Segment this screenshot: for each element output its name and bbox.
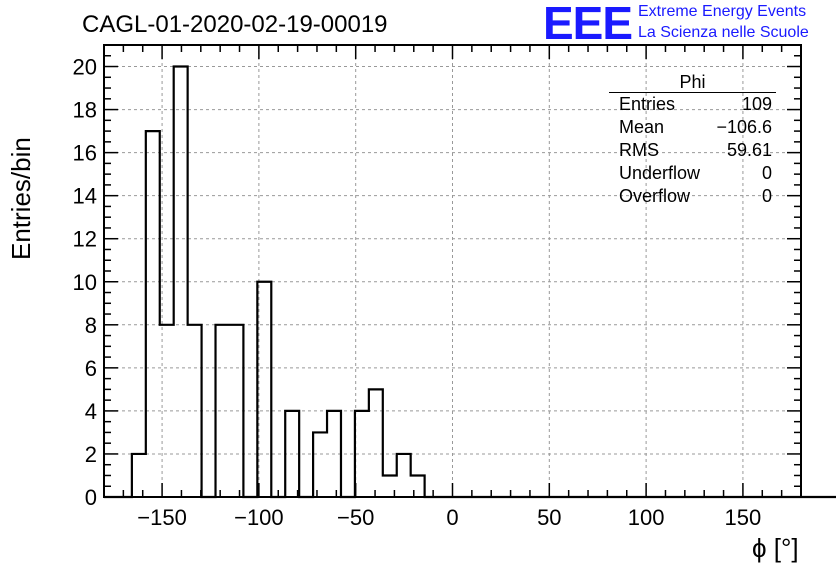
stats-value: 0 — [761, 163, 772, 183]
logo-line-1: Extreme Energy Events — [638, 3, 807, 20]
y-tick-label: 10 — [73, 270, 97, 295]
x-tick-label: 150 — [725, 505, 762, 530]
stats-row-mean: Mean −106.6 — [609, 116, 776, 139]
x-tick-label: −100 — [234, 505, 284, 530]
x-tick-label: 0 — [446, 505, 458, 530]
stats-label: Underflow — [619, 163, 701, 183]
stats-label: RMS — [619, 140, 659, 160]
stats-value: 59.61 — [726, 140, 772, 160]
stats-label: Overflow — [619, 186, 691, 206]
logo-line-2: La Scienza nelle Scuole — [638, 24, 809, 41]
histogram-bin — [174, 67, 188, 497]
x-axis-label: ϕ [°] — [752, 533, 799, 563]
histogram-bin — [313, 432, 327, 497]
stats-value: 109 — [741, 94, 772, 114]
chart-title: CAGL-01-2020-02-19-00019 — [82, 11, 388, 38]
y-tick-label: 0 — [85, 485, 97, 510]
y-tick-label: 14 — [73, 184, 97, 209]
stats-title: Phi — [609, 72, 776, 93]
y-tick-label: 18 — [73, 98, 97, 123]
stats-row-underflow: Underflow 0 — [609, 162, 776, 185]
histogram-bin — [411, 475, 425, 497]
stats-label: Mean — [619, 117, 665, 137]
stats-label: Entries — [619, 94, 676, 114]
stats-box: Phi Entries 109 Mean −106.6 RMS 59.61 Un… — [609, 72, 776, 208]
stats-value: 0 — [761, 186, 772, 206]
y-tick-label: 16 — [73, 141, 97, 166]
histogram-bin — [369, 389, 383, 497]
eee-logo: EEE — [543, 0, 633, 49]
histogram-bin — [132, 454, 146, 497]
stats-row-entries: Entries 109 — [609, 93, 776, 116]
stats-row-overflow: Overflow 0 — [609, 185, 776, 208]
histogram-bin — [146, 131, 160, 497]
y-tick-label: 2 — [85, 442, 97, 467]
y-tick-label: 6 — [85, 356, 97, 381]
x-tick-label: −150 — [137, 505, 187, 530]
y-axis-label: Entries/bin — [6, 137, 36, 260]
y-tick-label: 12 — [73, 227, 97, 252]
stats-row-rms: RMS 59.61 — [609, 139, 776, 162]
histogram-bin — [216, 325, 230, 497]
stats-value: −106.6 — [716, 117, 772, 137]
x-tick-label: 50 — [537, 505, 561, 530]
y-tick-label: 20 — [73, 55, 97, 80]
y-tick-label: 4 — [85, 399, 97, 424]
y-tick-label: 8 — [85, 313, 97, 338]
x-tick-label: −50 — [337, 505, 374, 530]
histogram-bin — [257, 282, 271, 497]
histogram-bin — [397, 454, 411, 497]
x-tick-label: 100 — [628, 505, 665, 530]
